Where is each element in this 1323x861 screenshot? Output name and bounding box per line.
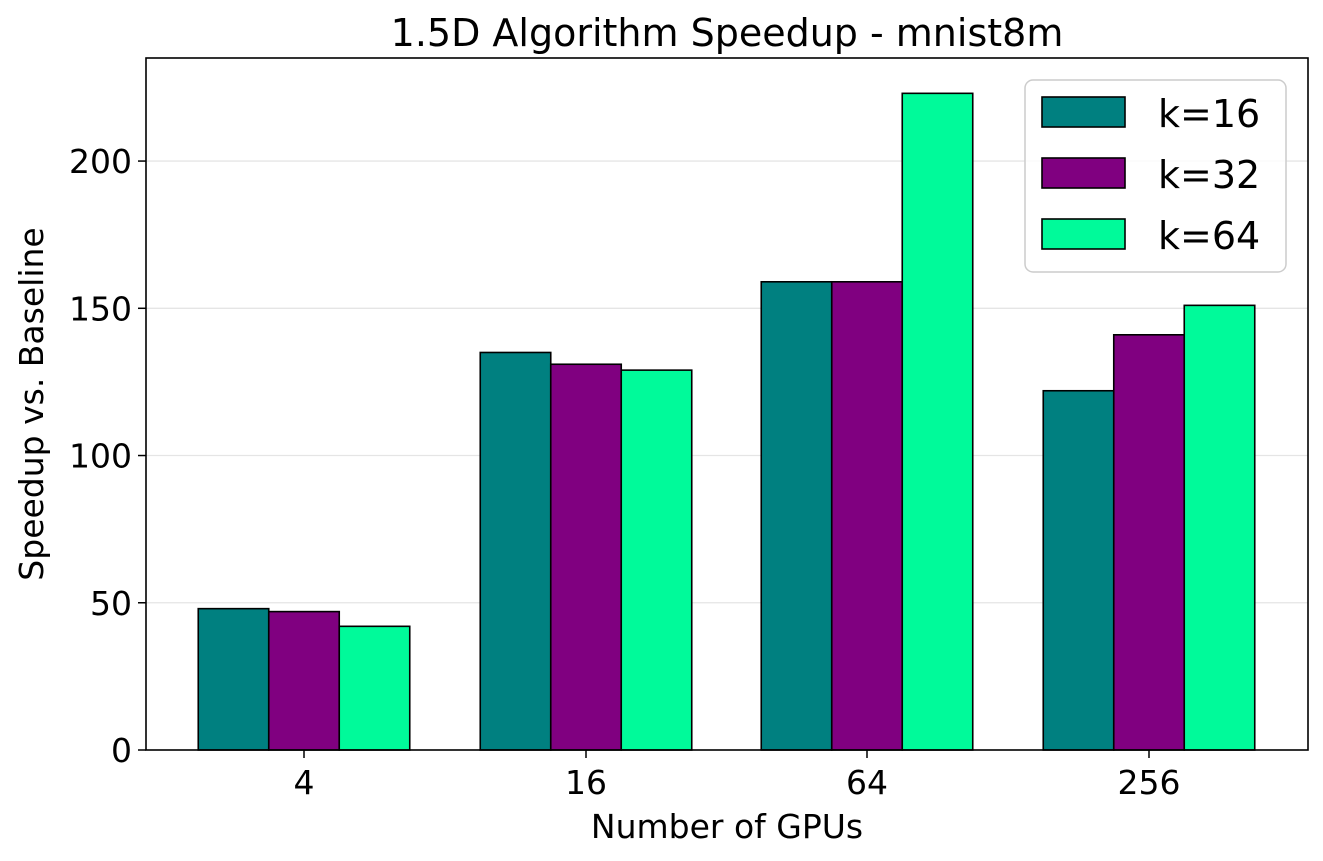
bar-k=16-16 <box>479 351 552 751</box>
bar-k=32-256 <box>1112 333 1186 751</box>
bar-k=32-4 <box>267 610 341 751</box>
x-axis-label: Number of GPUs <box>591 807 863 846</box>
x-tick-label: 16 <box>565 763 607 802</box>
bar-k=16-256 <box>1042 389 1115 751</box>
bar-k=64-64 <box>901 92 974 751</box>
y-tick-label: 200 <box>69 142 132 181</box>
bar-k=16-64 <box>760 280 833 751</box>
legend-label-k=64: k=64 <box>1158 214 1260 258</box>
y-tick-label: 150 <box>69 289 132 328</box>
bar-k=64-256 <box>1183 304 1256 751</box>
legend-swatch-k=32 <box>1041 157 1126 189</box>
legend-swatch-k=64 <box>1041 218 1126 250</box>
bar-k=32-64 <box>830 280 904 751</box>
legend-swatch-k=16 <box>1041 96 1126 128</box>
legend-label-k=16: k=16 <box>1158 92 1260 136</box>
x-tick-label: 4 <box>294 763 315 802</box>
bars <box>197 92 1256 751</box>
x-axis-ticks: 4 16 64 256 <box>294 750 1181 802</box>
x-tick-label: 256 <box>1118 763 1181 802</box>
legend-label-k=32: k=32 <box>1158 153 1260 197</box>
bar-k=64-16 <box>620 369 693 751</box>
y-tick-label: 50 <box>90 584 132 623</box>
y-tick-label: 0 <box>111 731 132 770</box>
bar-k=64-4 <box>338 625 411 751</box>
bar-k=32-16 <box>549 363 623 751</box>
plot-frame <box>145 57 1309 751</box>
bar-k=16-4 <box>197 607 270 751</box>
y-axis-label: Speedup vs. Baseline <box>12 227 51 580</box>
chart-title: 1.5D Algorithm Speedup - mnist8m <box>391 11 1064 55</box>
x-tick-label: 64 <box>846 763 888 802</box>
legend: k=16 k=32 k=64 <box>1024 79 1287 273</box>
y-tick-label: 100 <box>69 437 132 476</box>
y-axis-ticks: 0 50 100 150 200 <box>69 142 146 770</box>
